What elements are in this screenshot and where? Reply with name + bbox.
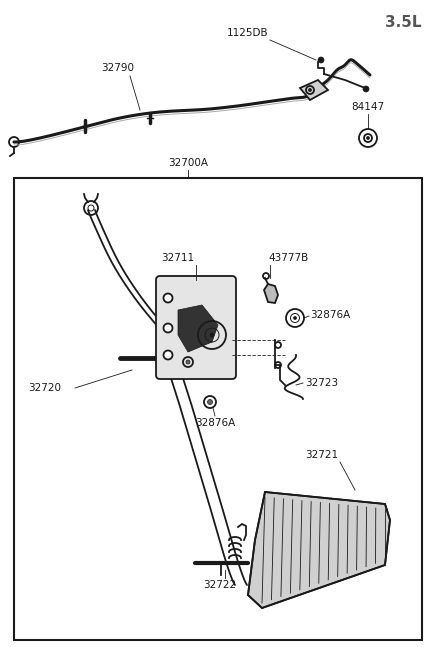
Circle shape [207,399,213,404]
FancyBboxPatch shape [156,276,236,379]
Circle shape [309,89,312,91]
Text: 3.5L: 3.5L [385,15,422,30]
Text: 32700A: 32700A [168,158,208,168]
Circle shape [318,57,324,63]
Text: 32723: 32723 [305,378,338,388]
Text: 32876A: 32876A [310,310,350,320]
Circle shape [363,86,369,92]
Circle shape [164,294,172,303]
Polygon shape [248,492,390,608]
Circle shape [293,316,296,320]
Circle shape [186,360,190,364]
Bar [14,178,422,640]
Text: 84147: 84147 [352,102,385,112]
Text: 32790: 32790 [102,63,135,73]
Text: 32722: 32722 [204,580,237,590]
Text: 1125DB: 1125DB [227,28,269,38]
Polygon shape [264,284,278,303]
Polygon shape [300,80,328,100]
Text: 32876A: 32876A [195,418,235,428]
Polygon shape [178,305,218,352]
Text: 32721: 32721 [306,450,339,460]
Text: 43777B: 43777B [268,253,308,263]
Circle shape [366,137,369,140]
Circle shape [164,351,172,360]
Circle shape [210,333,214,337]
Text: 32711: 32711 [161,253,194,263]
Text: 32720: 32720 [28,383,61,393]
Circle shape [164,324,172,333]
